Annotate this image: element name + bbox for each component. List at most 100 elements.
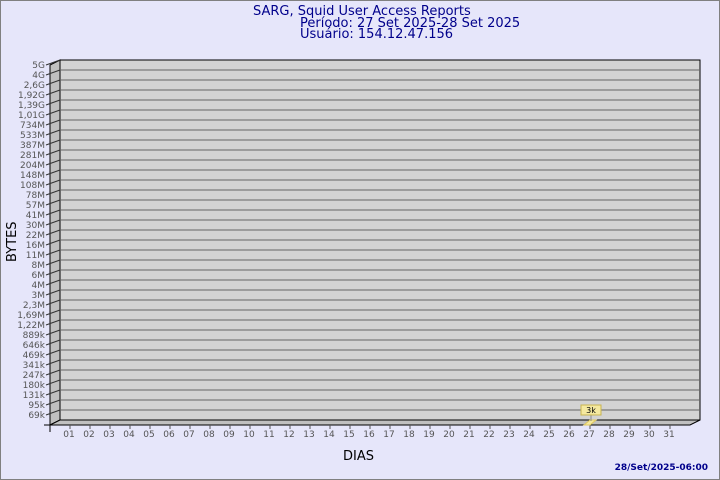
x-tick-label: 28: [603, 430, 615, 440]
y-tick-label: 57M: [26, 201, 45, 211]
y-tick: [45, 369, 61, 376]
y-tick-label: 734M: [20, 121, 45, 131]
x-tick-label: 05: [143, 430, 154, 440]
chart-user: Usuário: 154.12.47.156: [300, 27, 453, 42]
y-tick-label: 5G: [32, 61, 45, 71]
y-tick-label: 131k: [23, 391, 46, 401]
x-tick-label: 26: [563, 430, 575, 440]
y-tick: [45, 109, 61, 116]
y-tick: [45, 249, 61, 256]
y-tick-label: 148M: [20, 171, 45, 181]
y-tick: [45, 159, 61, 166]
floor: [49, 419, 701, 426]
bar-label-box: [580, 404, 602, 416]
x-tick-label: 03: [103, 430, 114, 440]
y-tick: [45, 229, 61, 236]
y-tick-label: 11M: [26, 251, 45, 261]
y-tick-label: 2,6G: [24, 81, 45, 91]
x-tick-label: 24: [523, 430, 535, 440]
y-tick-label: 8M: [32, 261, 46, 271]
y-tick: [45, 89, 61, 96]
y-tick-label: 889k: [23, 331, 46, 341]
y-tick: [45, 129, 61, 136]
x-tick-label: 07: [183, 430, 194, 440]
footer-timestamp: 28/Set/2025-06:00: [615, 463, 708, 473]
x-tick-label: 16: [363, 430, 375, 440]
y-tick: [45, 269, 61, 276]
chart-period: Período: 27 Set 2025-28 Set 2025: [300, 16, 520, 31]
y-tick-label: 69k: [28, 411, 45, 421]
x-tick-label: 13: [303, 430, 314, 440]
y-tick: [45, 69, 61, 76]
y-tick: [45, 289, 61, 296]
y-tick-label: 247k: [23, 371, 46, 381]
y-tick: [45, 99, 61, 106]
y-tick: [45, 379, 61, 386]
y-tick: [45, 189, 61, 196]
x-tick-label: 02: [83, 430, 94, 440]
y-tick-label: 95k: [28, 401, 45, 411]
x-tick-label: 01: [63, 430, 74, 440]
y-tick: [45, 349, 61, 356]
y-tick-label: 180k: [23, 381, 46, 391]
y-tick-label: 4G: [32, 71, 45, 81]
y-tick-label: 3M: [32, 291, 46, 301]
y-tick-label: 533M: [20, 131, 45, 141]
y-tick-label: 16M: [26, 241, 45, 251]
y-tick: [45, 279, 61, 286]
y-tick: [45, 179, 61, 186]
y-tick: [45, 319, 61, 326]
x-tick-label: 15: [343, 430, 354, 440]
x-tick-label: 25: [543, 430, 554, 440]
x-tick-label: 27: [583, 430, 594, 440]
x-tick-label: 10: [243, 430, 255, 440]
y-tick-label: 1,92G: [18, 91, 45, 101]
y-tick-label: 30M: [26, 221, 45, 231]
y-tick-label: 204M: [20, 161, 45, 171]
y-tick: [45, 119, 61, 126]
y-tick-label: 469k: [23, 351, 46, 361]
x-tick-label: 09: [223, 430, 235, 440]
x-tick-label: 30: [643, 430, 655, 440]
x-tick-label: 20: [443, 430, 455, 440]
x-tick-label: 23: [503, 430, 514, 440]
y-tick: [45, 359, 61, 366]
y-tick-label: 341k: [23, 361, 46, 371]
x-axis-label: DIAS: [343, 449, 374, 464]
y-tick: [45, 259, 61, 266]
x-tick-label: 12: [283, 430, 294, 440]
y-tick-label: 1,39G: [18, 101, 45, 111]
y-tick-label: 41M: [26, 211, 45, 221]
y-tick-label: 108M: [20, 181, 45, 191]
x-tick-label: 04: [123, 430, 135, 440]
y-tick-label: 646k: [23, 341, 46, 351]
y-tick-label: 6M: [32, 271, 46, 281]
x-tick-label: 08: [203, 430, 215, 440]
y-tick: [45, 139, 61, 146]
x-tick-label: 17: [383, 430, 394, 440]
x-tick-label: 11: [263, 430, 274, 440]
chart-title: SARG, Squid User Access Reports: [253, 4, 471, 19]
y-tick: [45, 389, 61, 396]
y-tick: [45, 199, 61, 206]
y-tick: [45, 329, 61, 336]
y-tick: [45, 339, 61, 346]
y-tick: [45, 309, 61, 316]
y-tick-label: 4M: [32, 281, 46, 291]
y-tick: [45, 149, 61, 156]
y-tick: [45, 239, 61, 246]
bar-day-27: [582, 419, 598, 426]
x-tick-label: 22: [483, 430, 494, 440]
y-tick: [45, 409, 61, 416]
y-tick-label: 387M: [20, 141, 45, 151]
y-tick: [45, 399, 61, 406]
y-axis-label: BYTES: [5, 221, 20, 262]
y-tick: [45, 169, 61, 176]
x-tick-label: 14: [323, 430, 335, 440]
y-tick: [45, 209, 61, 216]
y-tick: [45, 79, 61, 86]
y-tick-label: 1,69M: [17, 311, 45, 321]
y-tick-label: 22M: [26, 231, 45, 241]
x-tick-label: 31: [663, 430, 674, 440]
x-tick-label: 18: [403, 430, 415, 440]
